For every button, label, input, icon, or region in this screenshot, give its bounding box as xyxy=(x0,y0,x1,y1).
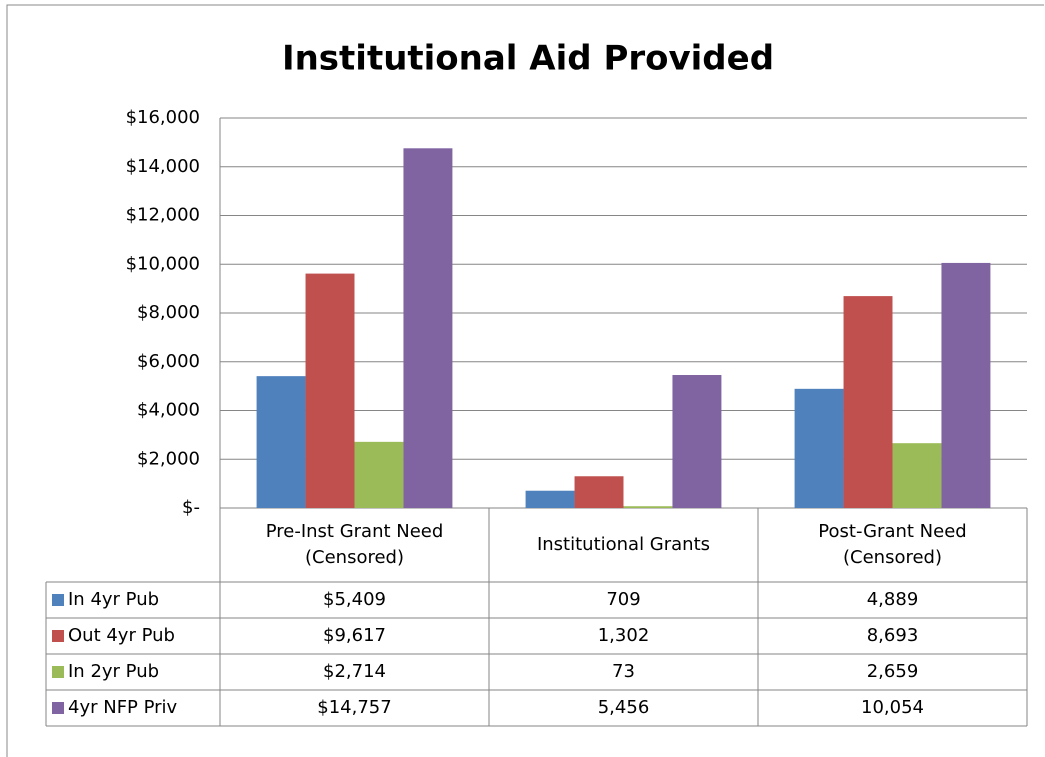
x-tick-label: Pre-Inst Grant Need (Censored) xyxy=(266,521,444,568)
y-tick-label: $4,000 xyxy=(137,400,200,421)
x-tick-label-line: Post-Grant Need xyxy=(818,521,966,542)
bar xyxy=(354,441,404,508)
x-tick-label: Institutional Grants xyxy=(537,534,710,555)
y-tick-label: $14,000 xyxy=(126,156,200,177)
bar xyxy=(256,376,306,508)
bar xyxy=(574,476,624,508)
legend-label: In 4yr Pub xyxy=(68,589,159,610)
legend-label: In 2yr Pub xyxy=(68,661,159,682)
legend-swatch xyxy=(52,630,64,642)
bar xyxy=(305,273,355,508)
table-value: 10,054 xyxy=(861,697,924,718)
y-tick-label: $6,000 xyxy=(137,351,200,372)
legend-label: Out 4yr Pub xyxy=(68,625,175,646)
table-value: $2,714 xyxy=(323,661,386,682)
legend-swatch xyxy=(52,594,64,606)
table-value: 8,693 xyxy=(867,625,919,646)
legend-swatch xyxy=(52,702,64,714)
table-value: 2,659 xyxy=(867,661,919,682)
table-value: 73 xyxy=(612,661,635,682)
x-tick-label-line: (Censored) xyxy=(305,547,404,568)
x-tick-label-line: (Censored) xyxy=(843,547,942,568)
bar xyxy=(403,148,453,508)
x-tick-label: Post-Grant Need (Censored) xyxy=(818,521,966,568)
table-value: $5,409 xyxy=(323,589,386,610)
bar xyxy=(794,388,844,508)
bar xyxy=(892,443,942,508)
x-tick-label-line: Pre-Inst Grant Need xyxy=(266,521,444,542)
y-tick-label: $- xyxy=(182,497,200,518)
y-tick-label: $2,000 xyxy=(137,448,200,469)
bar xyxy=(843,296,893,508)
table-value: 709 xyxy=(606,589,640,610)
table-value: 4,889 xyxy=(867,589,919,610)
chart-border xyxy=(6,4,1044,757)
table-value: $9,617 xyxy=(323,625,386,646)
table-value: $14,757 xyxy=(317,697,391,718)
bar xyxy=(672,375,722,508)
bar xyxy=(623,506,673,508)
y-tick-label: $10,000 xyxy=(126,253,200,274)
legend-swatch xyxy=(52,666,64,678)
chart-title: Institutional Aid Provided xyxy=(282,39,774,79)
bar xyxy=(525,490,575,508)
y-tick-label: $12,000 xyxy=(126,205,200,226)
y-tick-label: $16,000 xyxy=(126,107,200,128)
y-tick-label: $8,000 xyxy=(137,302,200,323)
bar xyxy=(941,262,991,508)
legend-label: 4yr NFP Priv xyxy=(68,697,178,718)
table-value: 5,456 xyxy=(598,697,650,718)
table-value: 1,302 xyxy=(598,625,650,646)
